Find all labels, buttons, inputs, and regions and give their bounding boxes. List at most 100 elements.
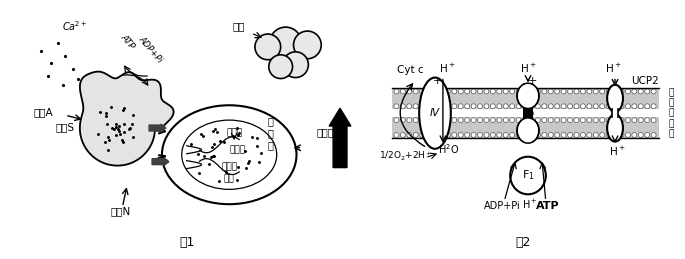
- Circle shape: [452, 104, 457, 109]
- Circle shape: [420, 132, 425, 138]
- Circle shape: [587, 132, 592, 138]
- Circle shape: [568, 104, 573, 109]
- Circle shape: [445, 132, 450, 138]
- Circle shape: [394, 89, 399, 94]
- Circle shape: [542, 104, 547, 109]
- Circle shape: [394, 132, 399, 138]
- Circle shape: [458, 104, 463, 109]
- Circle shape: [599, 104, 605, 109]
- Circle shape: [632, 132, 637, 138]
- Circle shape: [464, 132, 470, 138]
- Circle shape: [561, 89, 566, 94]
- Circle shape: [477, 118, 482, 123]
- Circle shape: [548, 89, 553, 94]
- Circle shape: [471, 118, 476, 123]
- Circle shape: [587, 118, 592, 123]
- Circle shape: [294, 31, 321, 59]
- Circle shape: [400, 132, 406, 138]
- Circle shape: [432, 118, 438, 123]
- Circle shape: [523, 89, 527, 94]
- Ellipse shape: [518, 84, 538, 108]
- Text: 蛋白S: 蛋白S: [55, 122, 75, 132]
- Circle shape: [400, 104, 406, 109]
- Text: H$^2$O: H$^2$O: [438, 142, 460, 156]
- Circle shape: [599, 118, 605, 123]
- Circle shape: [529, 132, 534, 138]
- Bar: [523, 83, 533, 143]
- Circle shape: [606, 132, 611, 138]
- Ellipse shape: [510, 157, 546, 194]
- Circle shape: [394, 118, 399, 123]
- Circle shape: [503, 132, 508, 138]
- Circle shape: [555, 104, 560, 109]
- Text: +: +: [528, 76, 538, 87]
- Circle shape: [464, 104, 470, 109]
- Circle shape: [452, 118, 457, 123]
- Circle shape: [548, 132, 553, 138]
- FancyArrow shape: [152, 158, 169, 166]
- Circle shape: [510, 104, 514, 109]
- Circle shape: [555, 89, 560, 94]
- Circle shape: [587, 89, 592, 94]
- Circle shape: [529, 104, 534, 109]
- Circle shape: [638, 118, 643, 123]
- Text: 1/2O$_2$+2H$^+$: 1/2O$_2$+2H$^+$: [379, 150, 432, 163]
- Text: 蛋白N: 蛋白N: [110, 206, 131, 216]
- Text: ADP+Pi: ADP+Pi: [136, 35, 164, 65]
- Circle shape: [625, 89, 630, 94]
- Text: +: +: [434, 76, 443, 87]
- Text: 循环: 循环: [224, 174, 234, 183]
- Circle shape: [536, 132, 540, 138]
- Circle shape: [523, 118, 527, 123]
- Circle shape: [536, 104, 540, 109]
- Circle shape: [471, 132, 476, 138]
- Circle shape: [593, 118, 598, 123]
- Circle shape: [555, 118, 560, 123]
- Circle shape: [503, 118, 508, 123]
- Circle shape: [599, 89, 605, 94]
- Text: H$^+$: H$^+$: [520, 62, 536, 75]
- Circle shape: [452, 89, 457, 94]
- Circle shape: [490, 118, 495, 123]
- Text: 图1: 图1: [179, 236, 195, 249]
- Text: 柠檬酸: 柠檬酸: [221, 162, 237, 171]
- Circle shape: [497, 132, 502, 138]
- Text: 柠檬酸: 柠檬酸: [229, 145, 245, 154]
- Ellipse shape: [518, 119, 538, 142]
- Circle shape: [400, 118, 406, 123]
- Circle shape: [484, 104, 489, 109]
- Circle shape: [497, 104, 502, 109]
- Circle shape: [587, 104, 592, 109]
- Circle shape: [574, 89, 579, 94]
- FancyArrow shape: [149, 124, 166, 132]
- Circle shape: [439, 132, 444, 138]
- Circle shape: [568, 132, 573, 138]
- Circle shape: [574, 132, 579, 138]
- Circle shape: [580, 104, 586, 109]
- Bar: [524, 85, 532, 142]
- Circle shape: [580, 118, 586, 123]
- Text: ADP+Pi: ADP+Pi: [484, 201, 521, 211]
- Circle shape: [536, 89, 540, 94]
- Circle shape: [593, 89, 598, 94]
- Text: 图2: 图2: [515, 236, 531, 249]
- Circle shape: [523, 132, 527, 138]
- Text: H$^+$: H$^+$: [609, 145, 625, 158]
- Circle shape: [632, 118, 637, 123]
- Circle shape: [426, 118, 431, 123]
- Circle shape: [432, 104, 438, 109]
- Circle shape: [651, 132, 656, 138]
- Circle shape: [407, 89, 412, 94]
- Circle shape: [400, 89, 406, 94]
- Bar: [393, 88, 658, 109]
- Circle shape: [638, 104, 643, 109]
- Ellipse shape: [607, 114, 623, 142]
- Circle shape: [426, 104, 431, 109]
- Circle shape: [619, 132, 624, 138]
- Circle shape: [516, 89, 521, 94]
- Circle shape: [568, 118, 573, 123]
- Circle shape: [625, 118, 630, 123]
- Circle shape: [426, 89, 431, 94]
- Circle shape: [651, 104, 656, 109]
- Circle shape: [255, 34, 281, 60]
